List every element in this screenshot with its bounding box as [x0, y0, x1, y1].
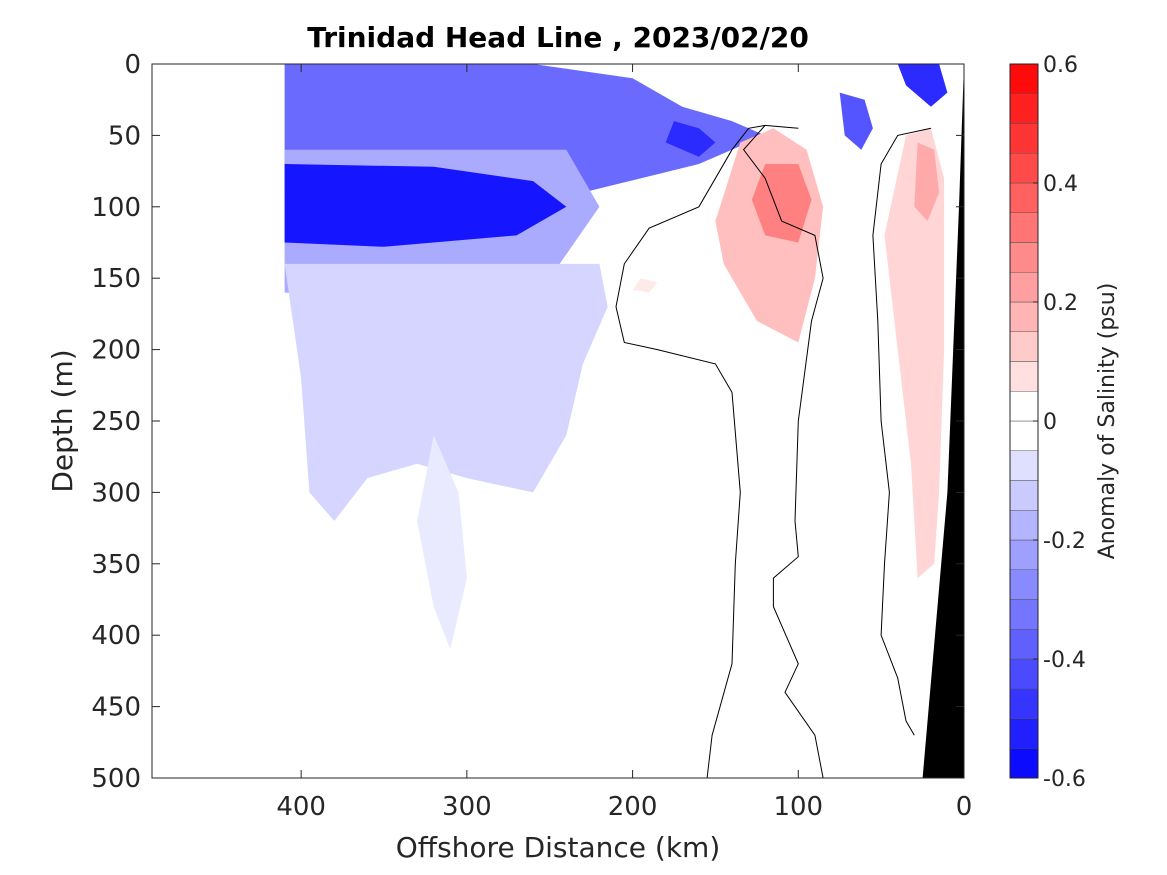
colorbar-swatch: [1009, 629, 1039, 660]
y-tick-label: 250: [91, 407, 141, 437]
y-tick-label: 300: [91, 478, 141, 508]
colorbar-swatch: [1009, 569, 1039, 600]
anomaly-region-3: [665, 121, 716, 157]
x-tick-label: 0: [956, 792, 973, 822]
colorbar-swatch: [1009, 450, 1039, 481]
colorbar-swatch: [1009, 510, 1039, 541]
colorbar-swatch: [1009, 242, 1039, 273]
anomaly-region-10: [884, 128, 945, 579]
y-tick-label: 500: [91, 764, 141, 794]
colorbar-swatch: [1009, 718, 1039, 749]
colorbar-tick-label: 0: [1043, 410, 1057, 435]
colorbar-tick-label: 0.6: [1043, 53, 1078, 78]
seafloor-polygon: [922, 64, 964, 778]
colorbar-swatch: [1009, 599, 1039, 630]
x-tick-label: 300: [442, 792, 492, 822]
anomaly-region-7: [417, 435, 467, 650]
colorbar-swatch: [1009, 272, 1039, 303]
colorbar-swatch: [1009, 748, 1039, 779]
x-tick-label: 400: [276, 792, 326, 822]
colorbar-swatch: [1009, 658, 1039, 689]
colorbar-tick-label: 0.4: [1043, 172, 1078, 197]
chart-title: Trinidad Head Line , 2023/02/20: [307, 21, 809, 54]
anomaly-region-11: [914, 142, 940, 222]
zero-contour-0: [615, 124, 766, 778]
anomaly-region-2: [284, 164, 567, 247]
colorbar-swatch: [1009, 63, 1039, 94]
colorbar-swatch: [1009, 331, 1039, 362]
x-axis-label: Offshore Distance (km): [396, 831, 721, 864]
colorbar-tick-label: 0.2: [1043, 291, 1078, 316]
y-tick-label: 450: [91, 693, 141, 723]
colorbar-swatch: [1009, 212, 1039, 243]
y-tick-label: 200: [91, 336, 141, 366]
anomaly-region-12: [632, 278, 658, 293]
colorbar-tick-label: -0.4: [1043, 648, 1086, 673]
y-axis-label: Depth (m): [46, 349, 79, 492]
anomaly-region-4: [839, 92, 873, 150]
colorbar-swatch: [1009, 93, 1039, 124]
y-tick-label: 50: [108, 121, 141, 151]
colorbar-tick-label: -0.6: [1043, 767, 1086, 792]
colorbar-swatch: [1009, 182, 1039, 213]
y-tick-label: 400: [91, 621, 141, 651]
colorbar-swatch: [1009, 420, 1039, 451]
colorbar-swatch: [1009, 391, 1039, 422]
x-tick-label: 200: [608, 792, 658, 822]
anomaly-region-6: [284, 263, 608, 521]
colorbar-ticks: 0.6 0.4 0.2 0 -0.2 -0.4 -0.6: [1033, 53, 1086, 792]
x-tick-label: 100: [773, 792, 823, 822]
colorbar-swatch: [1009, 361, 1039, 392]
y-tick-label: 100: [91, 193, 141, 223]
anomaly-region-5: [897, 64, 948, 107]
y-tick-label: 350: [91, 550, 141, 580]
y-axis-ticks: 0 50 100 150 200 250 300 350 400 450 500: [91, 50, 964, 794]
colorbar-swatch: [1009, 688, 1039, 719]
y-tick-label: 150: [91, 264, 141, 294]
colorbar-swatch: [1009, 539, 1039, 570]
salinity-anomaly-fields: [284, 64, 948, 650]
y-tick-label: 0: [124, 50, 141, 80]
zero-contour-lines: [615, 124, 932, 778]
colorbar-label: Anomaly of Salinity (psu): [1095, 283, 1120, 560]
colorbar-swatch: [1009, 301, 1039, 332]
colorbar-tick-label: -0.2: [1043, 529, 1086, 554]
seafloor-bathymetry: [922, 64, 964, 778]
zero-contour-2: [872, 127, 932, 736]
colorbar-swatch: [1009, 123, 1039, 154]
zero-contour-1: [742, 124, 824, 778]
colorbar-swatch: [1009, 480, 1039, 511]
colorbar-swatch: [1009, 153, 1039, 184]
x-axis-ticks: 400 300 200 100 0: [276, 64, 972, 822]
